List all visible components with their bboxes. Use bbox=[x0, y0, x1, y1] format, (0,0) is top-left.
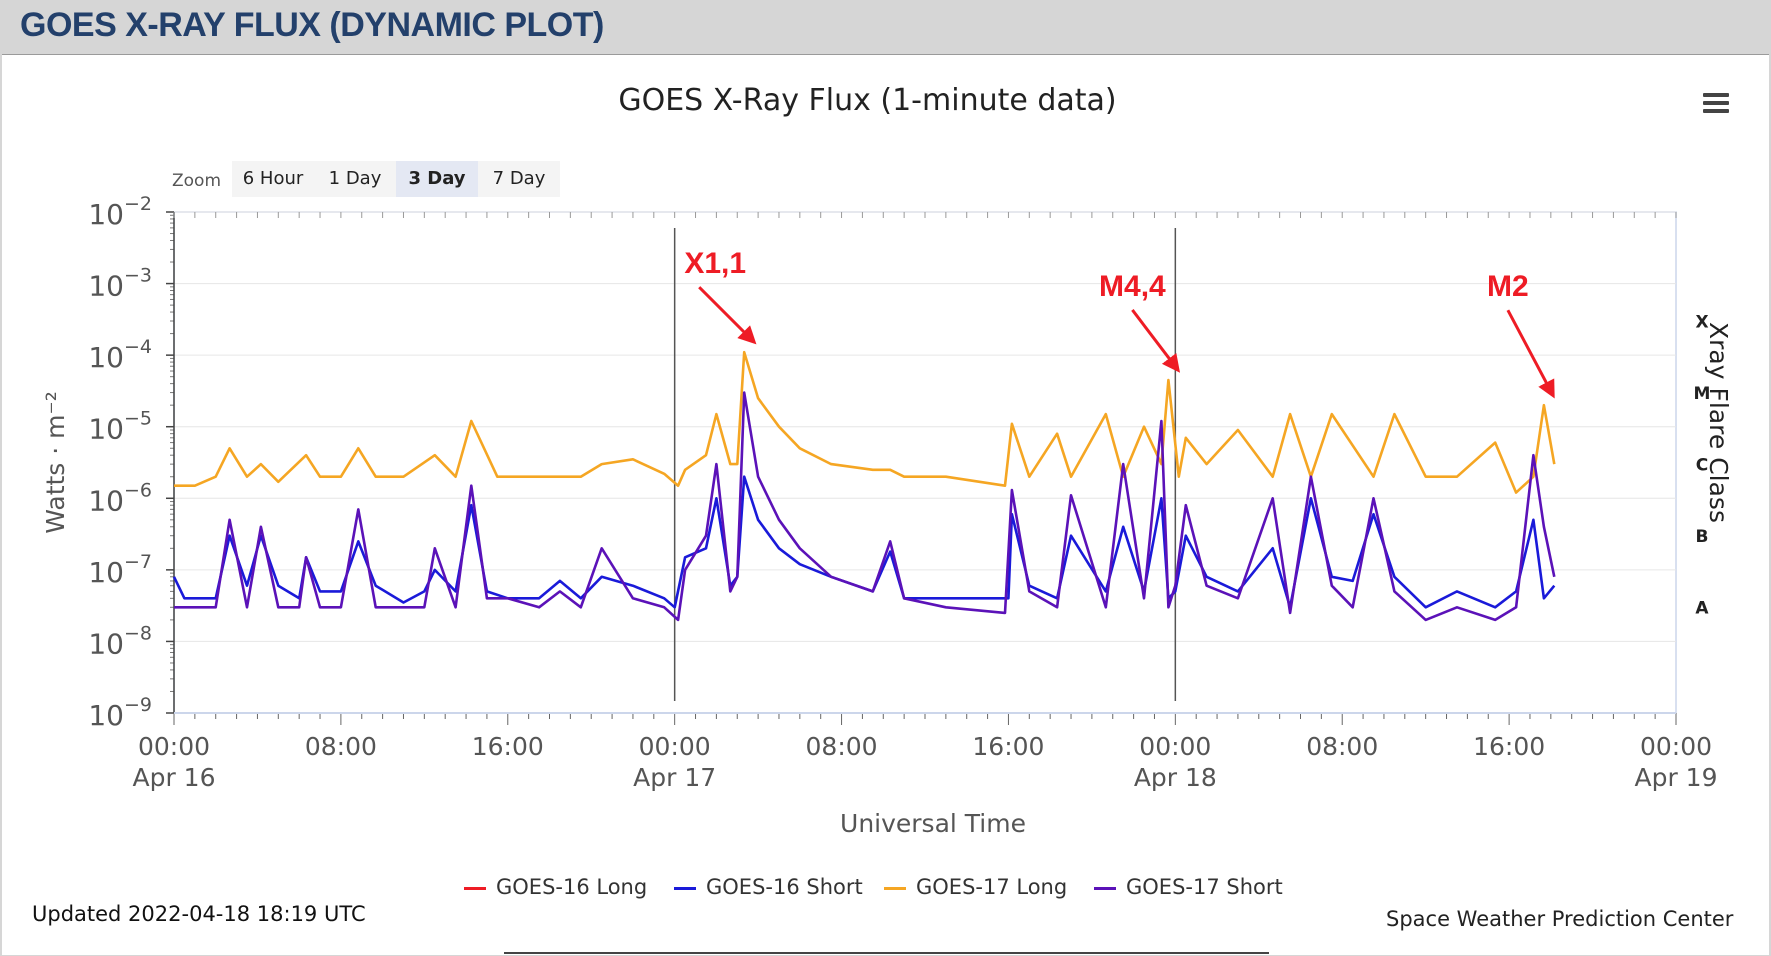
page-title: GOES X-RAY FLUX (DYNAMIC PLOT) bbox=[20, 6, 604, 44]
annotation-label: X1,1 bbox=[684, 247, 746, 280]
legend-swatch bbox=[674, 887, 696, 890]
annotation-label: M2 bbox=[1487, 270, 1529, 303]
credit-text: Space Weather Prediction Center bbox=[1386, 907, 1734, 931]
y-tick-label: 10−9 bbox=[88, 694, 152, 732]
menu-bar bbox=[1703, 93, 1729, 97]
x-tick-date-label: Apr 17 bbox=[633, 763, 716, 792]
y-tick-label: 10−2 bbox=[88, 193, 152, 231]
y-tick-label: 10−5 bbox=[88, 408, 152, 446]
x-tick-label: 00:00 bbox=[639, 732, 711, 761]
legend-swatch bbox=[1094, 887, 1116, 890]
y2-axis-title: Xray Flare Class bbox=[1704, 322, 1733, 523]
x-tick-label: 08:00 bbox=[1306, 732, 1378, 761]
legend-label: GOES-16 Short bbox=[706, 875, 863, 899]
y-axis-title: Watts · m⁻² bbox=[41, 391, 70, 533]
plot-area bbox=[173, 211, 1677, 714]
x-tick-label: 08:00 bbox=[806, 732, 878, 761]
footer-divider bbox=[504, 952, 1269, 954]
flare-class-label: M bbox=[1694, 384, 1711, 404]
legend-swatch bbox=[464, 887, 486, 890]
legend-label: GOES-16 Long bbox=[496, 875, 648, 899]
x-tick-date-label: Apr 18 bbox=[1134, 763, 1217, 792]
chart-panel: GOES X-Ray Flux (1-minute data) Zoom 6 H… bbox=[2, 54, 1769, 955]
y-tick-label: 10−7 bbox=[88, 551, 152, 589]
menu-bar bbox=[1703, 109, 1729, 113]
updated-timestamp: Updated 2022-04-18 18:19 UTC bbox=[32, 902, 366, 926]
legend-label: GOES-17 Long bbox=[916, 875, 1068, 899]
x-tick-label: 00:00 bbox=[1139, 732, 1211, 761]
annotation-arrow bbox=[698, 286, 757, 345]
zoom-3-day-button[interactable]: 3 Day bbox=[396, 161, 478, 197]
x-tick-date-label: Apr 16 bbox=[132, 763, 215, 792]
flare-class-label: X bbox=[1695, 312, 1708, 332]
x-tick-label: 00:00 bbox=[1640, 732, 1712, 761]
x-tick-label: 08:00 bbox=[305, 732, 377, 761]
zoom-7-day-button[interactable]: 7 Day bbox=[478, 161, 560, 197]
annotation-arrow bbox=[1131, 309, 1181, 373]
x-tick-label: 16:00 bbox=[472, 732, 544, 761]
zoom-1-day-button[interactable]: 1 Day bbox=[314, 161, 396, 197]
hamburger-menu-icon[interactable] bbox=[1702, 91, 1730, 115]
zoom-6-hour-button[interactable]: 6 Hour bbox=[232, 161, 314, 197]
flux-chart: 10−910−810−710−610−510−410−310−200:00Apr… bbox=[41, 193, 1733, 838]
x-tick-date-label: Apr 19 bbox=[1634, 763, 1717, 792]
zoom-label: Zoom bbox=[172, 171, 222, 191]
y-tick-label: 10−6 bbox=[88, 479, 152, 517]
flare-class-label: A bbox=[1695, 599, 1709, 619]
annotation-arrow bbox=[1506, 309, 1555, 399]
series-line-goes-17-long bbox=[174, 350, 1556, 494]
menu-bar bbox=[1703, 101, 1729, 105]
legend-label: GOES-17 Short bbox=[1126, 875, 1283, 899]
x-axis-title: Universal Time bbox=[840, 809, 1026, 838]
x-tick-label: 16:00 bbox=[1473, 732, 1545, 761]
legend-swatch bbox=[884, 887, 906, 890]
y-tick-label: 10−4 bbox=[88, 336, 152, 374]
chart-title: GOES X-Ray Flux (1-minute data) bbox=[618, 83, 1117, 118]
page-header: GOES X-RAY FLUX (DYNAMIC PLOT) bbox=[0, 0, 1771, 54]
flare-class-label: C bbox=[1696, 456, 1708, 476]
y-tick-label: 10−3 bbox=[88, 265, 152, 303]
x-tick-label: 00:00 bbox=[138, 732, 210, 761]
series-line-goes-17-short bbox=[174, 391, 1556, 622]
annotation-label: M4,4 bbox=[1099, 270, 1166, 303]
y-tick-label: 10−8 bbox=[88, 622, 152, 660]
x-tick-label: 16:00 bbox=[972, 732, 1044, 761]
flare-class-label: B bbox=[1696, 527, 1709, 547]
